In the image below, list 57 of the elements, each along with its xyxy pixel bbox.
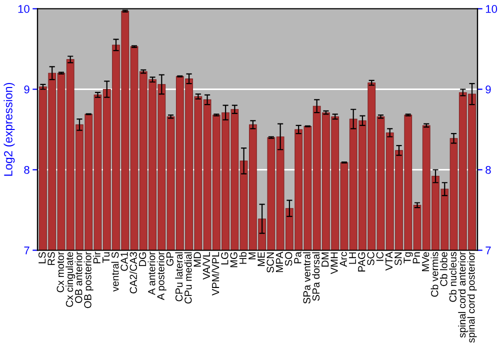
x-tick-label: A posterior [156,252,166,300]
y2-tick-label: 8 [486,166,491,174]
x-tick-label: OB posterior [84,252,94,308]
x-tick-label: CA2/CA3 [130,252,137,294]
x-tick-label: SPa dorsal [312,252,320,301]
x-tick-label: SO [284,252,292,266]
x-tick-label: LH [348,252,356,264]
x-tick-label: Cb nucleus [449,252,456,302]
x-tick-label: SCN [266,252,274,273]
x-tick-label: Pir [93,252,100,264]
x-tick-label: LG [221,252,228,264]
x-tick-label: ventral S [111,252,119,292]
x-tick-label: CPu medial [184,252,192,304]
x-tick-label: CPu lateral [175,252,183,302]
x-tick-label: VA/VL [202,252,210,280]
y-tick-label: 10 [18,5,30,13]
x-tick-label: M [248,252,256,260]
x-tick-label: SN [394,252,402,266]
x-tick-label: GP [166,252,174,266]
y2-tick-label: 7 [486,246,491,254]
y-tick-label: 9 [24,86,30,94]
x-tick-label: Pa [294,252,302,264]
x-tick-label: spinal cord posterior [467,252,477,343]
x-tick-label: A anterior [148,252,156,296]
x-tick-label: RS [48,252,55,265]
x-tick-label: DG [138,252,146,266]
x-tick-label: SC [367,252,374,266]
x-tick-label: Cx cingulate [66,252,76,307]
x-tick-label: CA1 [120,252,128,271]
x-tick-label: Tg [404,252,413,264]
x-tick-label: LS [38,252,46,264]
y-tick-label: 7 [24,246,30,254]
x-tick-label: MD [194,252,201,267]
x-tick-label: Cb vermis [430,252,438,297]
x-tick-label: Hb [239,252,247,264]
x-tick-label: ME [258,252,265,266]
y2-tick-label: 10 [486,5,498,13]
x-tick-label: SPa ventral [302,252,310,304]
x-tick-label: VPM/VPL [212,252,220,296]
x-tick-label: MPA [276,252,283,272]
x-tick-label: Pn [412,252,420,264]
y-axis-title: Log2 (expression) [4,82,15,176]
x-tick-label: VMH [330,252,338,274]
x-tick-label: OB anterior [74,252,82,303]
y2-tick-label: 9 [486,86,491,94]
y-tick-label: 8 [24,166,30,174]
x-tick-label: Arc [340,252,347,267]
x-tick-label: MG [230,252,238,268]
x-tick-label: IC [376,252,384,261]
x-tick-label: DM [322,252,329,267]
x-tick-label: PAG [358,252,366,272]
x-tick-label: spinal cord anterior [458,252,468,338]
x-tick-label: VTA [386,252,392,271]
x-tick-label: Cb lobe [440,252,448,286]
x-tick-label: Cx motor [56,252,64,292]
x-tick-label: MVe [422,252,430,272]
x-tick-label: Tu [102,252,110,263]
